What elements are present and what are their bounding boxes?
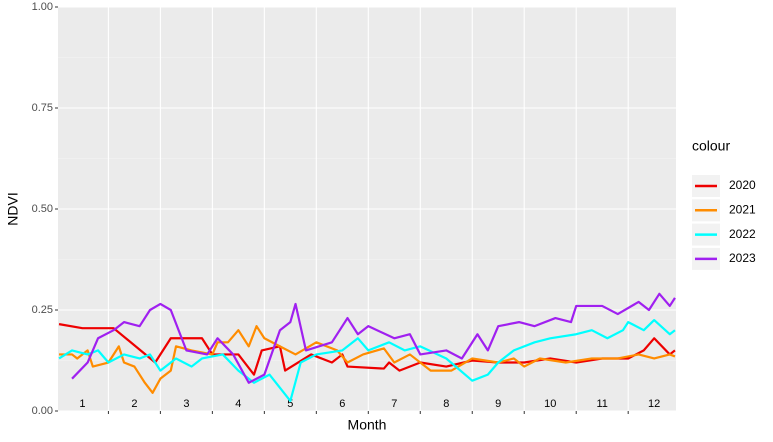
- month-label: 2: [131, 398, 137, 410]
- month-label: 12: [648, 398, 660, 410]
- month-label: 3: [183, 398, 189, 410]
- month-label: 4: [235, 398, 241, 410]
- month-label: 1: [79, 398, 85, 410]
- y-tick-label: 0.75: [32, 102, 53, 114]
- y-axis-title: NDVI: [5, 192, 21, 225]
- month-label: 5: [287, 398, 293, 410]
- month-label: 8: [443, 398, 449, 410]
- y-tick-label: 0.25: [32, 304, 53, 316]
- x-axis-title: Month: [348, 417, 387, 433]
- month-label: 6: [339, 398, 345, 410]
- series-line: [59, 325, 676, 394]
- month-label: 9: [495, 398, 501, 410]
- legend-label: 2022: [729, 227, 756, 241]
- legend-label: 2021: [729, 202, 756, 216]
- legend-title: colour: [692, 138, 730, 154]
- series-line: [58, 319, 676, 402]
- series-line: [71, 292, 676, 384]
- y-tick-label: 1.00: [32, 1, 53, 13]
- month-label: 10: [544, 398, 556, 410]
- month-label: 7: [391, 398, 397, 410]
- legend-label: 2023: [729, 251, 756, 265]
- legend-label: 2020: [729, 178, 756, 192]
- y-tick-label: 0.50: [32, 203, 53, 215]
- month-label: 11: [596, 398, 607, 410]
- y-tick-label: 0.00: [32, 405, 53, 417]
